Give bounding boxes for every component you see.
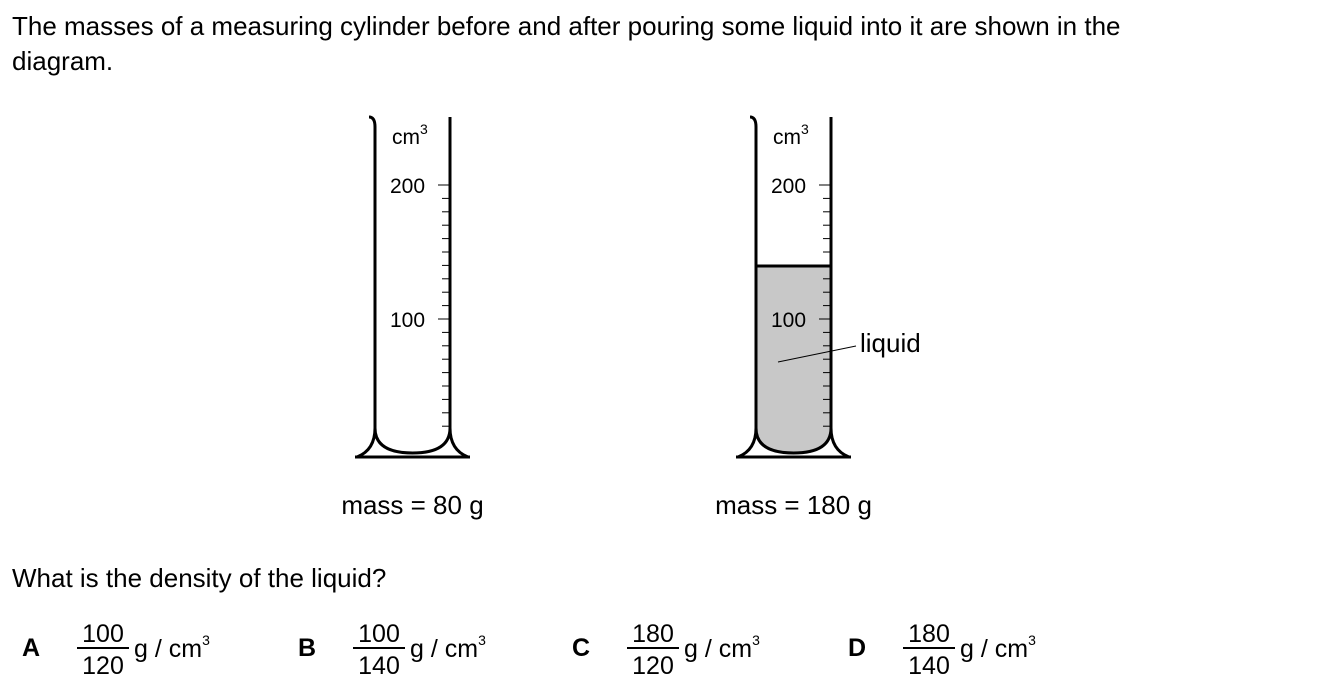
cylinder-wall <box>829 117 850 459</box>
option-unit: g / cm3 <box>684 632 760 663</box>
intro-line: The masses of a measuring cylinder befor… <box>12 11 1121 41</box>
prompt: What is the density of the liquid? <box>12 563 386 593</box>
denominator: 120 <box>632 652 674 680</box>
liquid <box>754 264 833 455</box>
denominator: 140 <box>908 652 950 680</box>
answer-option: C 180 120 g / cm3 <box>572 620 760 680</box>
mass-label: mass = 80 g <box>341 490 483 520</box>
unit: g / cm <box>684 635 752 663</box>
unit-power: 3 <box>752 632 760 648</box>
option-letter: B <box>298 634 316 662</box>
unit: g / cm <box>134 635 202 663</box>
cylinder-bottom <box>373 427 452 455</box>
option-letter: C <box>572 634 590 662</box>
mass-label: mass = 180 g <box>715 490 872 520</box>
unit-label: cm3 <box>773 121 809 149</box>
measuring-cylinder: cm3 200 100 liquid mass = 180 g <box>715 115 921 520</box>
scale-label: 100 <box>390 309 425 332</box>
cylinder-wall <box>356 115 377 459</box>
unit-power: 3 <box>202 632 210 648</box>
numerator: 100 <box>82 620 124 648</box>
answer-option: A 100 120 g / cm3 <box>22 620 210 680</box>
option-letter: D <box>848 634 866 662</box>
numerator: 100 <box>358 620 400 648</box>
denominator: 140 <box>358 652 400 680</box>
unit-power: 3 <box>478 632 486 648</box>
unit: g / cm <box>960 635 1028 663</box>
measuring-cylinder: cm3 200 100 mass = 80 g <box>341 115 484 520</box>
answer-option: D 180 140 g / cm3 <box>848 620 1036 680</box>
unit: cm <box>392 126 420 149</box>
denominator: 120 <box>82 652 124 680</box>
liquid-label: liquid <box>860 328 921 358</box>
intro-line: diagram. <box>12 46 113 76</box>
cylinder-wall <box>737 115 758 459</box>
unit-power: 3 <box>1028 632 1036 648</box>
unit: g / cm <box>410 635 478 663</box>
option-letter: A <box>22 634 40 662</box>
unit: cm <box>773 126 801 149</box>
leader-line <box>777 345 857 363</box>
option-unit: g / cm3 <box>134 632 210 663</box>
cylinder-wall <box>448 117 469 459</box>
numerator: 180 <box>908 620 950 648</box>
numerator: 180 <box>632 620 674 648</box>
unit-label: cm3 <box>392 121 428 149</box>
option-unit: g / cm3 <box>960 632 1036 663</box>
answer-option: B 100 140 g / cm3 <box>298 620 486 680</box>
unit-power: 3 <box>420 121 428 137</box>
scale-label: 100 <box>771 309 806 332</box>
scale-label: 200 <box>771 175 806 198</box>
scale-label: 200 <box>390 175 425 198</box>
unit-power: 3 <box>801 121 809 137</box>
option-unit: g / cm3 <box>410 632 486 663</box>
